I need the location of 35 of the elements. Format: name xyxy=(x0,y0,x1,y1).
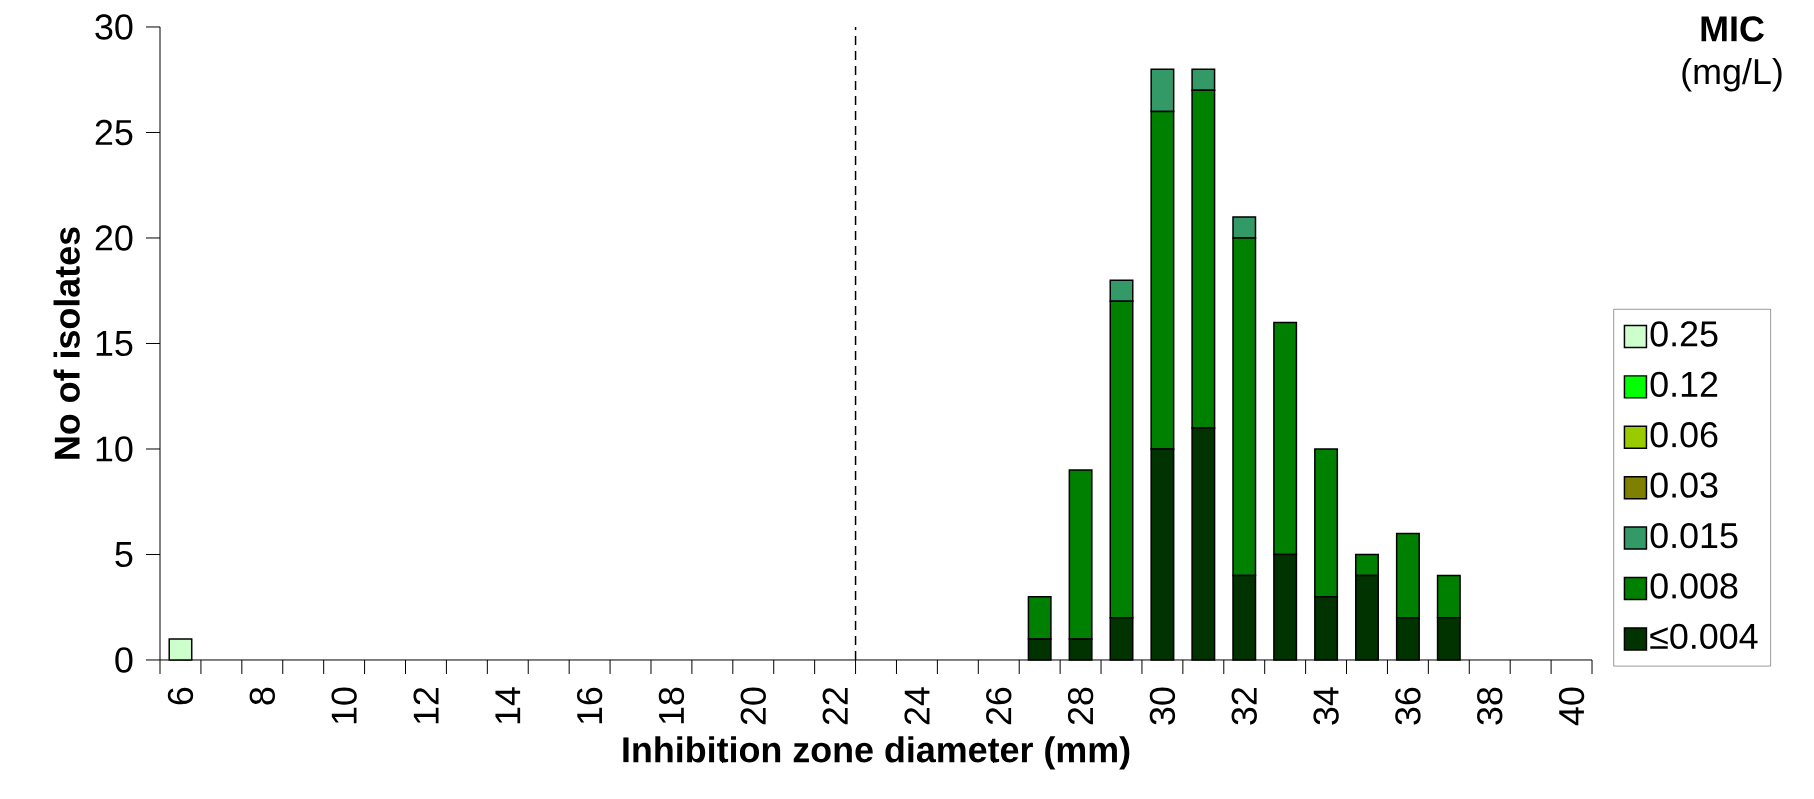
y-tick-label: 15 xyxy=(96,330,133,356)
x-tick-label: 28 xyxy=(1067,687,1094,725)
x-tick-label: 8 xyxy=(249,687,275,705)
x-tick-label: 20 xyxy=(740,687,766,725)
y-tick-label: 30 xyxy=(95,14,133,40)
x-tick-label: 40 xyxy=(1558,687,1585,726)
x-tick-label: 18 xyxy=(658,687,685,724)
x-tick-label: 14 xyxy=(495,687,521,724)
x-tick-label: 16 xyxy=(576,687,603,724)
x-tick-label: 34 xyxy=(1313,687,1339,725)
x-tick-label: 36 xyxy=(1395,687,1421,725)
y-axis-title: No of isolates xyxy=(53,227,80,459)
y-tick-label: 20 xyxy=(95,225,133,251)
legend-label: 0.12 xyxy=(1650,371,1718,398)
y-tick-label: 5 xyxy=(115,541,133,567)
x-tick-label: 26 xyxy=(986,687,1012,725)
legend-label: 0.008 xyxy=(1650,573,1738,599)
y-tick-label: 0 xyxy=(115,647,133,673)
x-tick-label: 6 xyxy=(167,687,194,705)
legend-title: MIC (mg/L) xyxy=(1682,16,1782,92)
x-tick-label: 30 xyxy=(1149,687,1176,725)
x-tick-label: 10 xyxy=(331,687,357,724)
y-tick-label: 10 xyxy=(96,436,133,462)
legend-label: 0.015 xyxy=(1650,522,1738,549)
legend-label: 0.06 xyxy=(1650,422,1718,448)
y-tick-label: 25 xyxy=(95,119,133,146)
x-tick-label: 24 xyxy=(904,687,930,725)
x-tick-label: 12 xyxy=(413,687,439,724)
legend-label: ≤0.004 xyxy=(1650,623,1758,650)
x-tick-label: 38 xyxy=(1477,687,1503,725)
x-tick-label: 22 xyxy=(822,687,848,725)
legend-label: 0.03 xyxy=(1650,472,1718,498)
x-axis-title: Inhibition zone diameter (mm) xyxy=(623,736,1130,770)
legend-label: 0.25 xyxy=(1650,321,1718,347)
x-tick-label: 32 xyxy=(1231,687,1257,725)
